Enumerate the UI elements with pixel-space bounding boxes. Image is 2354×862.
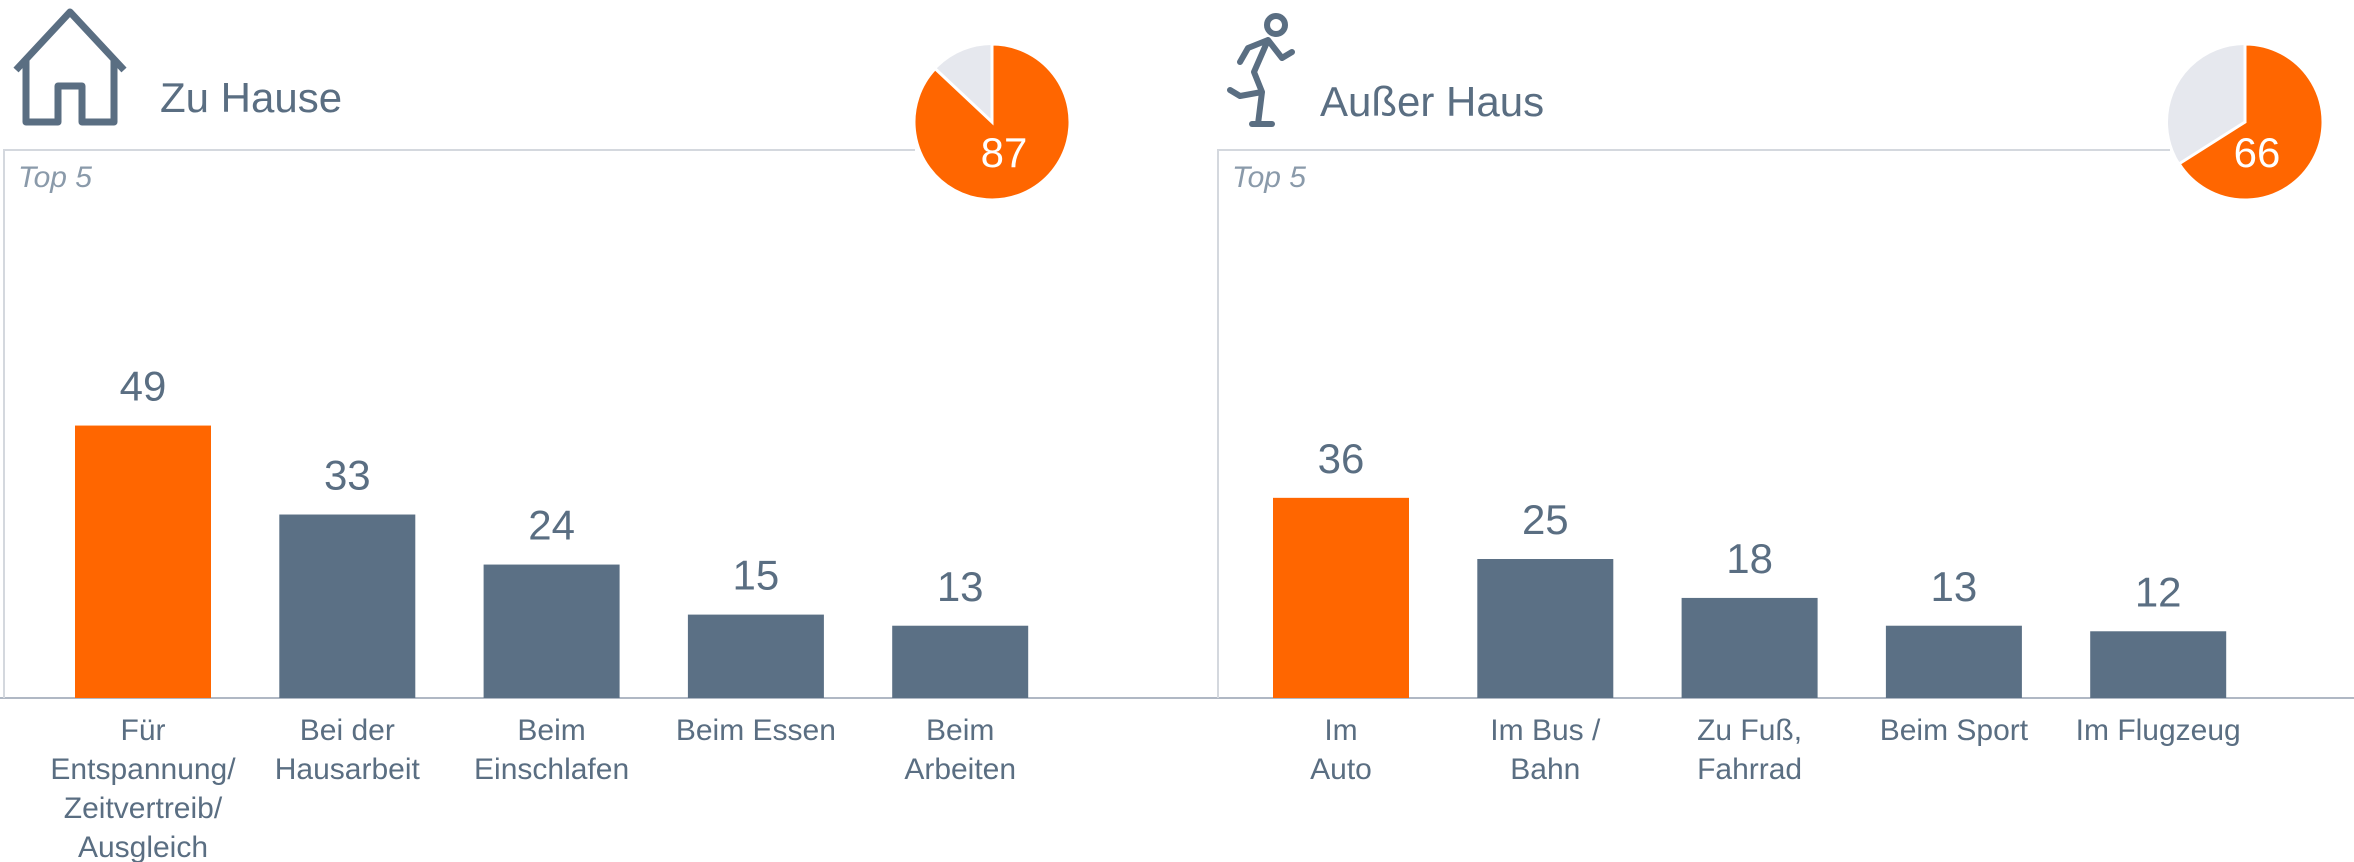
- value-label: 33: [324, 452, 371, 499]
- value-label: 18: [1726, 535, 1773, 582]
- category-label: Im Flugzeug: [2076, 714, 2241, 747]
- pie-slice: [912, 42, 1072, 202]
- category-label: Beim Sport: [1880, 714, 2029, 747]
- value-label: 13: [937, 563, 984, 610]
- value-label: 49: [120, 363, 167, 410]
- pie-slice: [2177, 42, 2325, 202]
- panel-subtitle: Top 5: [1232, 161, 1306, 194]
- value-label: 15: [733, 552, 780, 599]
- category-label: Für Entspannung/Zeitvertreib/Ausgleich: [50, 714, 236, 862]
- category-label: Im Auto: [1310, 714, 1372, 786]
- value-label: 12: [2135, 568, 2182, 615]
- runner-icon: [1227, 13, 1295, 127]
- bar: [75, 425, 211, 698]
- bar: [279, 514, 416, 698]
- panel-title: Außer Haus: [1320, 78, 1544, 125]
- panel-frame: [1217, 149, 2170, 698]
- bar: [1273, 497, 1409, 698]
- value-label: 25: [1522, 496, 1569, 543]
- house-icon: [13, 8, 127, 126]
- bar: [483, 564, 620, 698]
- category-label: Beim Arbeiten: [904, 714, 1016, 786]
- category-label: Zu Fuß, Fahrrad: [1697, 714, 1802, 786]
- category-label: Im Bus / Bahn: [1490, 714, 1601, 786]
- bar: [1681, 597, 1818, 698]
- category-label: Bei der Hausarbeit: [275, 714, 421, 786]
- value-label: 24: [528, 502, 575, 549]
- bar: [892, 625, 1029, 698]
- category-label: Beim Einschlafen: [474, 714, 629, 786]
- category-label: Beim Essen: [676, 714, 836, 747]
- pie-value: 66: [2234, 129, 2281, 176]
- panel-title: Zu Hause: [160, 74, 342, 121]
- value-label: 36: [1318, 435, 1365, 482]
- pie-value: 87: [981, 129, 1028, 176]
- bar: [1477, 559, 1614, 698]
- panel-frame: [3, 149, 915, 698]
- bar: [1885, 625, 2022, 698]
- bar: [2090, 631, 2227, 698]
- panel-subtitle: Top 5: [18, 161, 92, 194]
- bar: [687, 614, 824, 698]
- value-label: 13: [1931, 563, 1978, 610]
